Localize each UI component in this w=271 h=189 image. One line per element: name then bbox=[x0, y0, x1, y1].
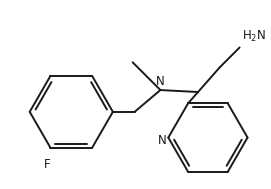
Text: F: F bbox=[44, 158, 51, 171]
Text: N: N bbox=[158, 134, 166, 147]
Text: N: N bbox=[156, 75, 165, 88]
Text: H$_2$N: H$_2$N bbox=[241, 29, 266, 44]
